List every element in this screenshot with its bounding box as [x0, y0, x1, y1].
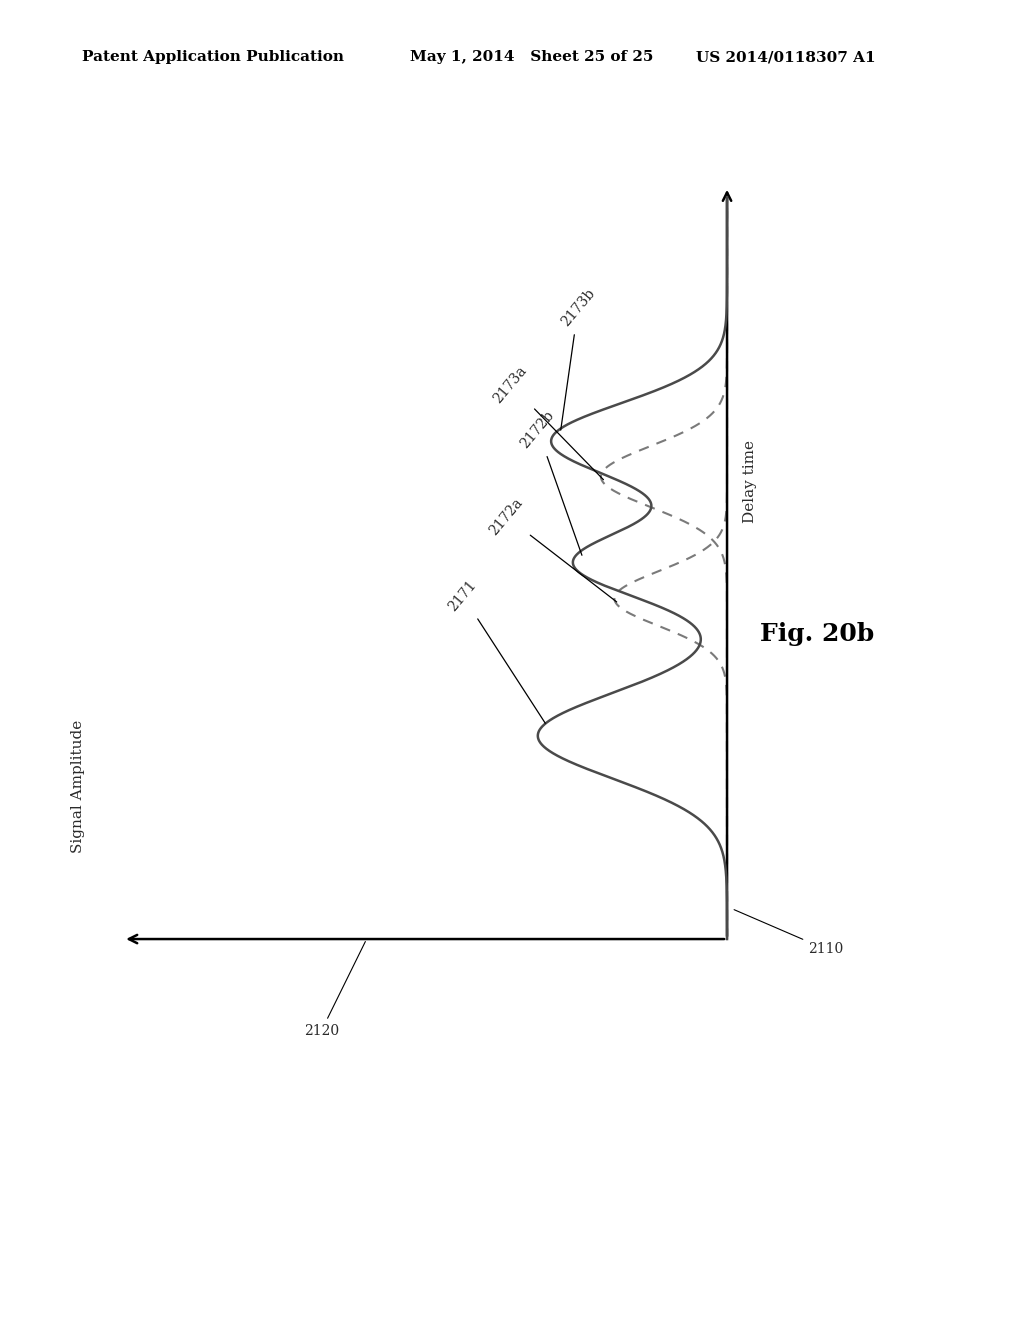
- Text: 2173b: 2173b: [559, 286, 598, 430]
- Text: 2173a: 2173a: [492, 363, 603, 479]
- Text: May 1, 2014   Sheet 25 of 25: May 1, 2014 Sheet 25 of 25: [410, 50, 653, 65]
- Text: 2120: 2120: [304, 941, 366, 1038]
- Text: 2172b: 2172b: [518, 408, 582, 556]
- Text: 2171: 2171: [446, 578, 546, 723]
- Text: 2110: 2110: [734, 909, 844, 956]
- Text: Signal Amplitude: Signal Amplitude: [72, 719, 85, 853]
- Text: Delay time: Delay time: [742, 440, 757, 523]
- Text: Fig. 20b: Fig. 20b: [760, 622, 874, 645]
- Text: 2172a: 2172a: [486, 495, 616, 602]
- Text: Patent Application Publication: Patent Application Publication: [82, 50, 344, 65]
- Text: US 2014/0118307 A1: US 2014/0118307 A1: [696, 50, 876, 65]
